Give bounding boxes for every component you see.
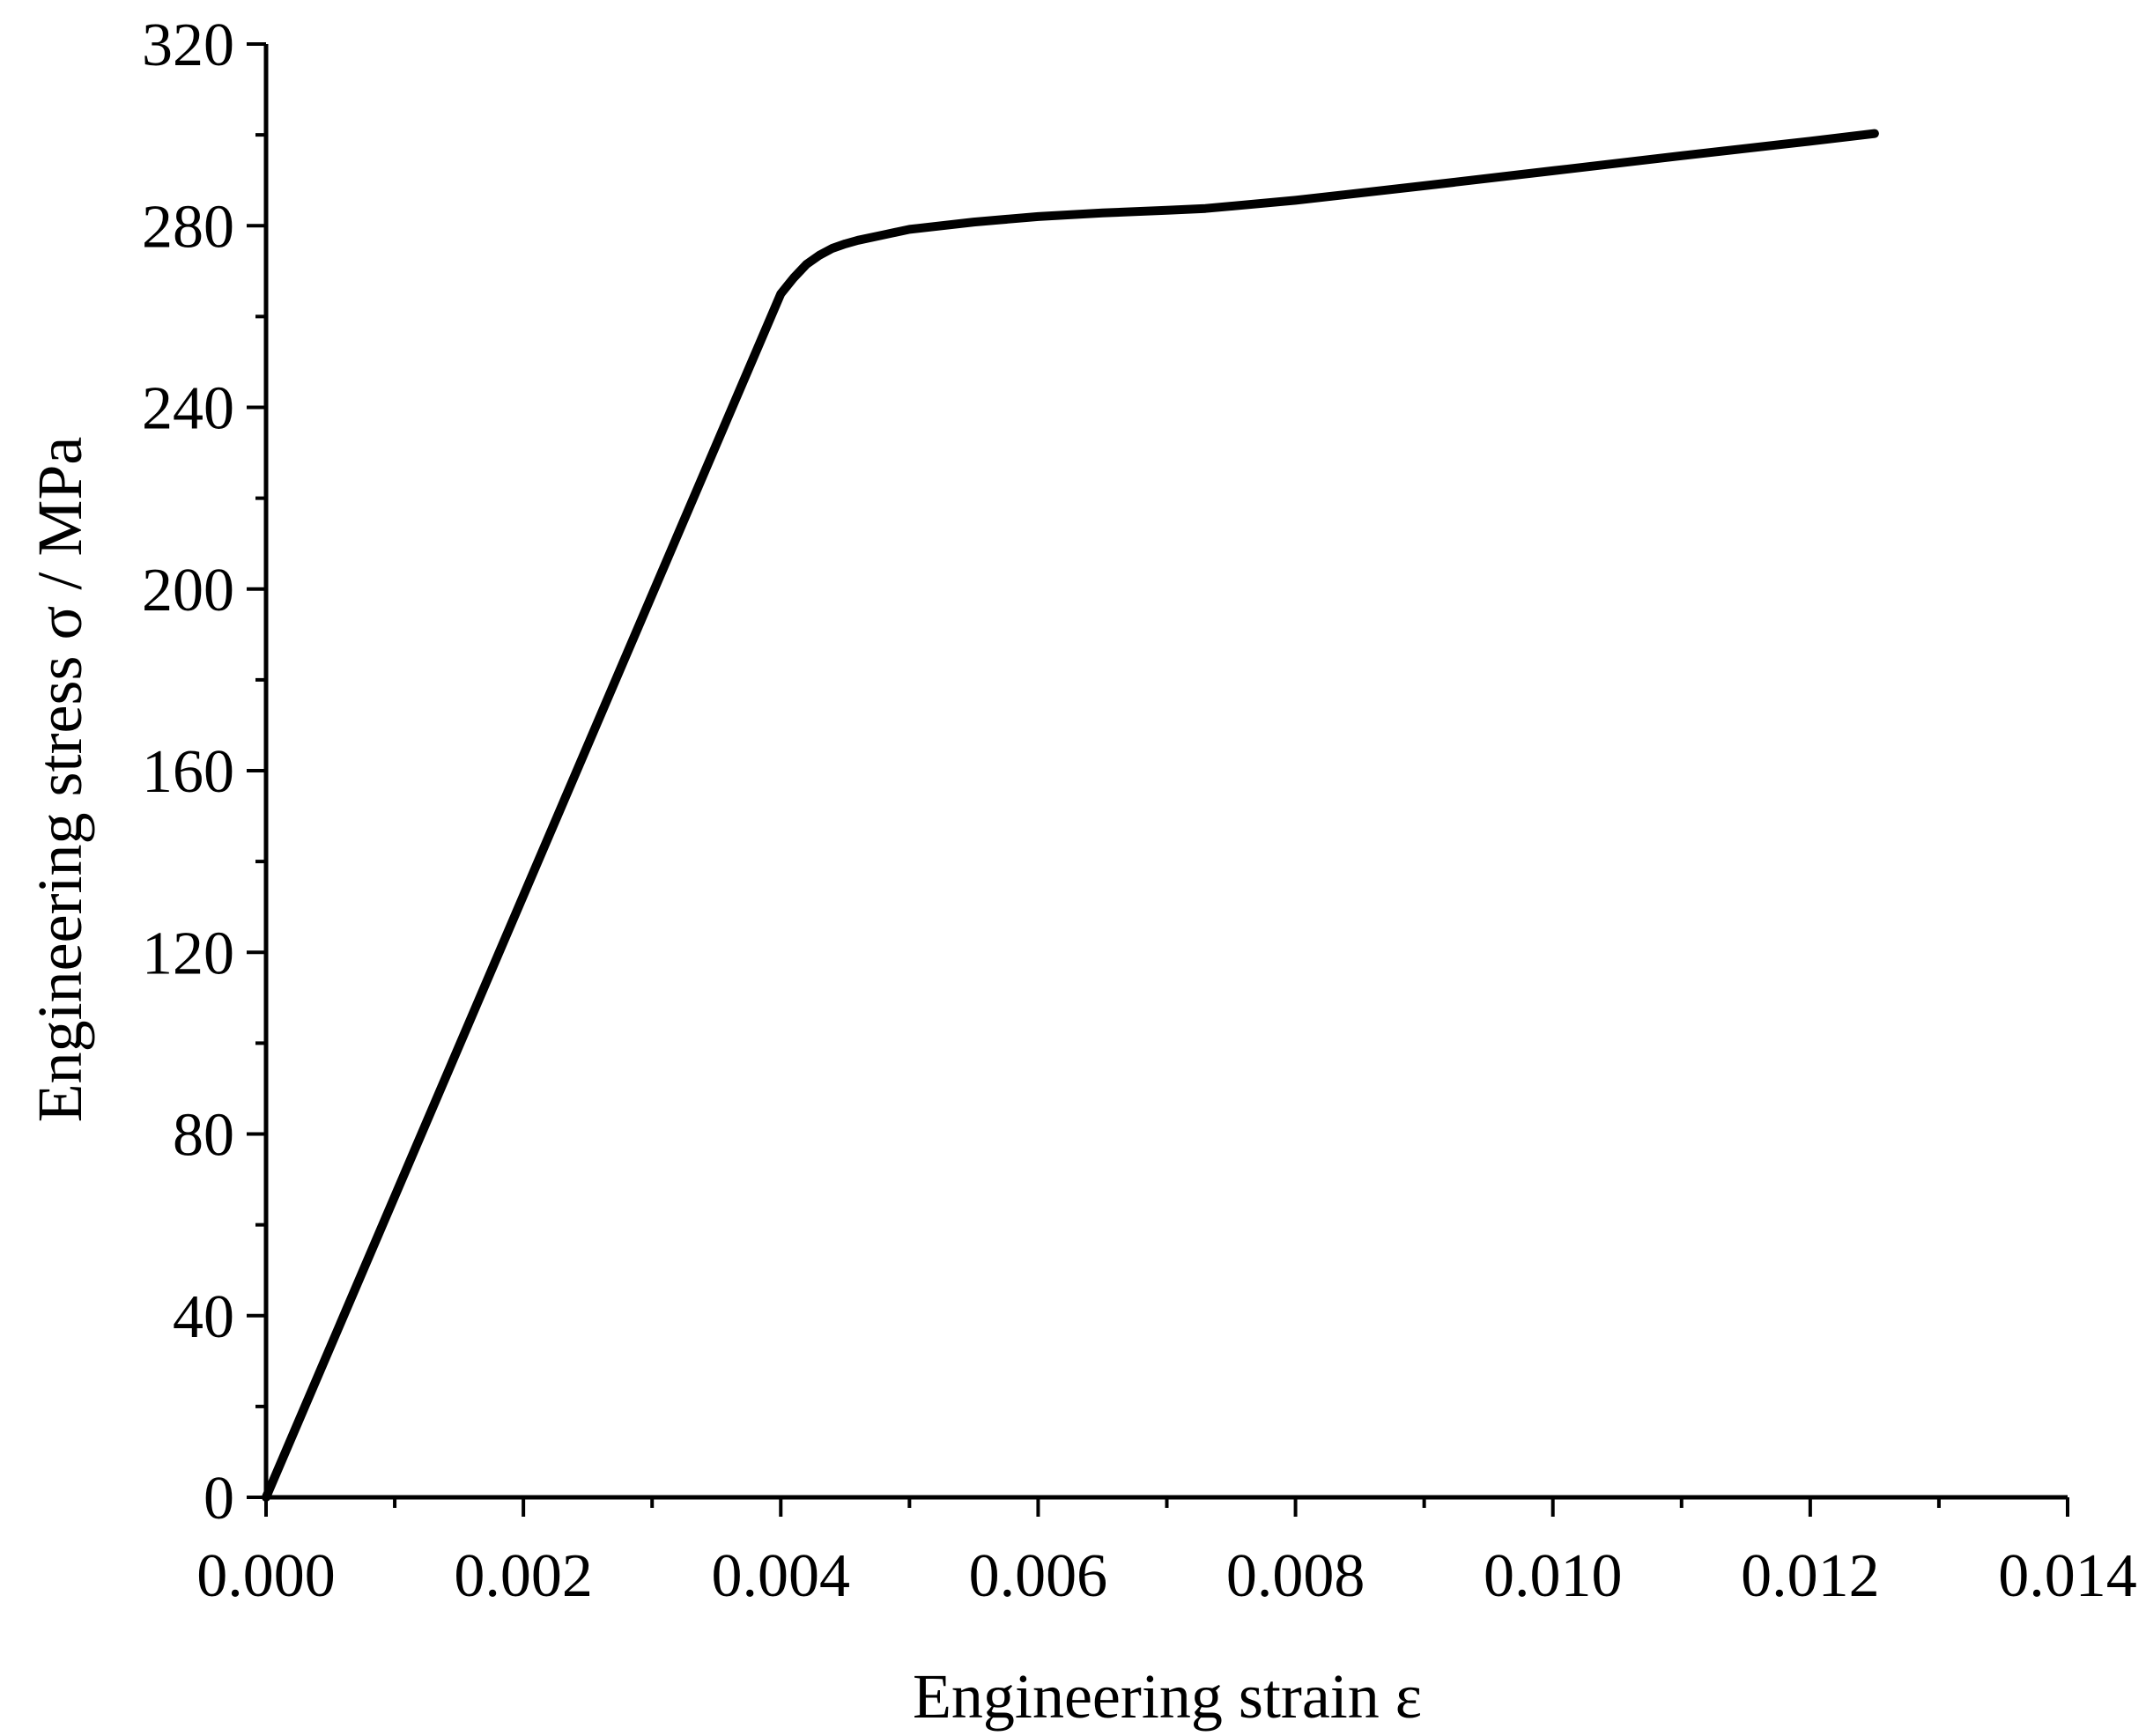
y-tick-label: 240 xyxy=(142,375,234,443)
x-tick-label: 0.008 xyxy=(1226,1542,1365,1610)
plot-area xyxy=(262,129,1879,1502)
y-tick-label: 120 xyxy=(142,920,234,987)
y-tick-label: 320 xyxy=(142,11,234,79)
x-tick-label: 0.002 xyxy=(454,1542,593,1610)
x-tick-label: 0.004 xyxy=(712,1542,851,1610)
y-tick-label: 40 xyxy=(173,1283,234,1351)
x-tick-label: 0.006 xyxy=(969,1542,1108,1610)
y-axis: 0 40 80 120 160 200 240 280 320 xyxy=(142,11,269,1533)
y-tick-label: 0 xyxy=(204,1465,234,1533)
x-axis: 0.000 0.002 0.004 0.006 0.008 0.010 0.012 0.014 xyxy=(196,1495,2137,1610)
y-tick-label: 280 xyxy=(142,193,234,261)
x-tick-label: 0.014 xyxy=(1998,1542,2137,1610)
x-tick-label: 0.000 xyxy=(196,1542,336,1610)
y-axis-title: Engineering stress σ / MPa xyxy=(25,437,95,1123)
y-tick-label: 80 xyxy=(173,1102,234,1170)
x-axis-title: Engineering strain ε xyxy=(913,1661,1422,1732)
x-tick-label: 0.010 xyxy=(1484,1542,1623,1610)
x-tick-label: 0.012 xyxy=(1741,1542,1880,1610)
series-line xyxy=(262,129,1879,1502)
y-tick-label: 160 xyxy=(142,738,234,806)
y-tick-label: 200 xyxy=(142,557,234,624)
